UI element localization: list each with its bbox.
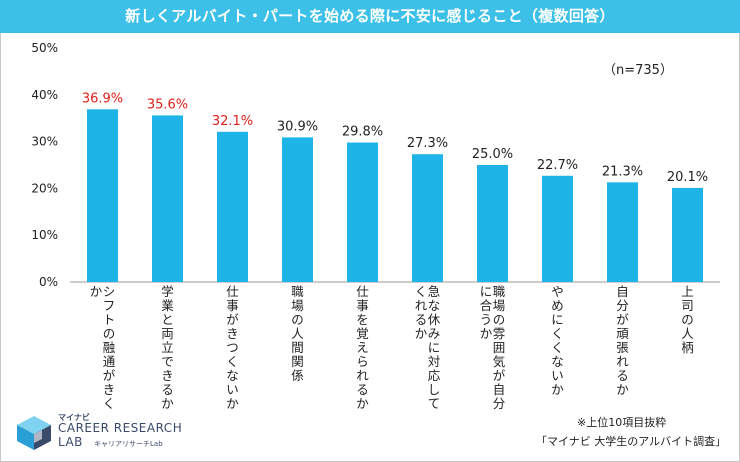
bar — [347, 142, 378, 282]
category-label: 仕事がきつくないか — [226, 284, 239, 411]
bar — [152, 115, 183, 282]
category-label: シフトの融通がきく — [103, 284, 116, 411]
category-label: 急な休みに対応して — [428, 284, 441, 411]
top10-footnote: ※上位10項目抜粋 — [577, 416, 667, 429]
y-tick-label: 30% — [31, 135, 58, 149]
bar — [217, 131, 248, 282]
cube-logo-icon — [17, 416, 51, 450]
title-bar: 新しくアルバイト・パートを始める際に不安に感じること（複数回答） — [0, 0, 740, 33]
logo-lab-text: LAB — [58, 435, 83, 449]
bar — [282, 137, 313, 282]
data-label: 20.1% — [667, 170, 708, 185]
sample-size-note: （n=735） — [603, 63, 673, 78]
y-tick-label: 20% — [31, 181, 58, 195]
category-label: に合うか — [480, 284, 493, 341]
category-label: 学業と両立できるか — [161, 284, 174, 411]
bar — [542, 175, 573, 282]
source-footnote: 「マイナビ 大学生のアルバイト調査」 — [536, 435, 727, 448]
bar — [672, 187, 703, 282]
data-label: 35.6% — [147, 97, 188, 112]
data-label: 21.3% — [602, 164, 643, 179]
bar — [412, 154, 443, 282]
category-label: か — [90, 284, 103, 299]
data-label: 22.7% — [537, 158, 578, 173]
y-tick-label: 0% — [39, 275, 58, 289]
logo-subtitle-text: キャリアリサーチLab — [94, 440, 163, 448]
category-label: 職場の人間関係 — [291, 284, 304, 383]
category-label: やめにくくないか — [551, 284, 564, 397]
category-label: 自分が頑張れるか — [616, 284, 629, 397]
bar — [477, 165, 508, 282]
category-label: くれるか — [415, 284, 428, 341]
bar — [607, 182, 638, 282]
category-label: 仕事を覚えられるか — [356, 284, 369, 411]
logo-mynavi-text: マイナビ — [58, 413, 90, 422]
data-label: 30.9% — [277, 119, 318, 134]
data-label: 29.8% — [342, 125, 383, 140]
bar — [87, 109, 118, 282]
category-label: 職場の雰囲気が自分 — [493, 284, 506, 411]
y-tick-label: 50% — [31, 41, 58, 55]
chart-title: 新しくアルバイト・パートを始める際に不安に感じること（複数回答） — [125, 7, 615, 25]
data-label: 25.0% — [472, 147, 513, 162]
logo-career-research-text: CAREER RESEARCH — [58, 421, 183, 435]
data-label: 32.1% — [212, 114, 253, 129]
career-research-lab-logo: マイナビ CAREER RESEARCH LAB キャリアリサーチLab — [14, 412, 184, 456]
data-label: 36.9% — [82, 91, 123, 106]
category-label: 上司の人柄 — [681, 284, 694, 355]
y-tick-label: 10% — [31, 228, 58, 242]
data-label: 27.3% — [407, 136, 448, 151]
y-tick-label: 40% — [31, 88, 58, 102]
